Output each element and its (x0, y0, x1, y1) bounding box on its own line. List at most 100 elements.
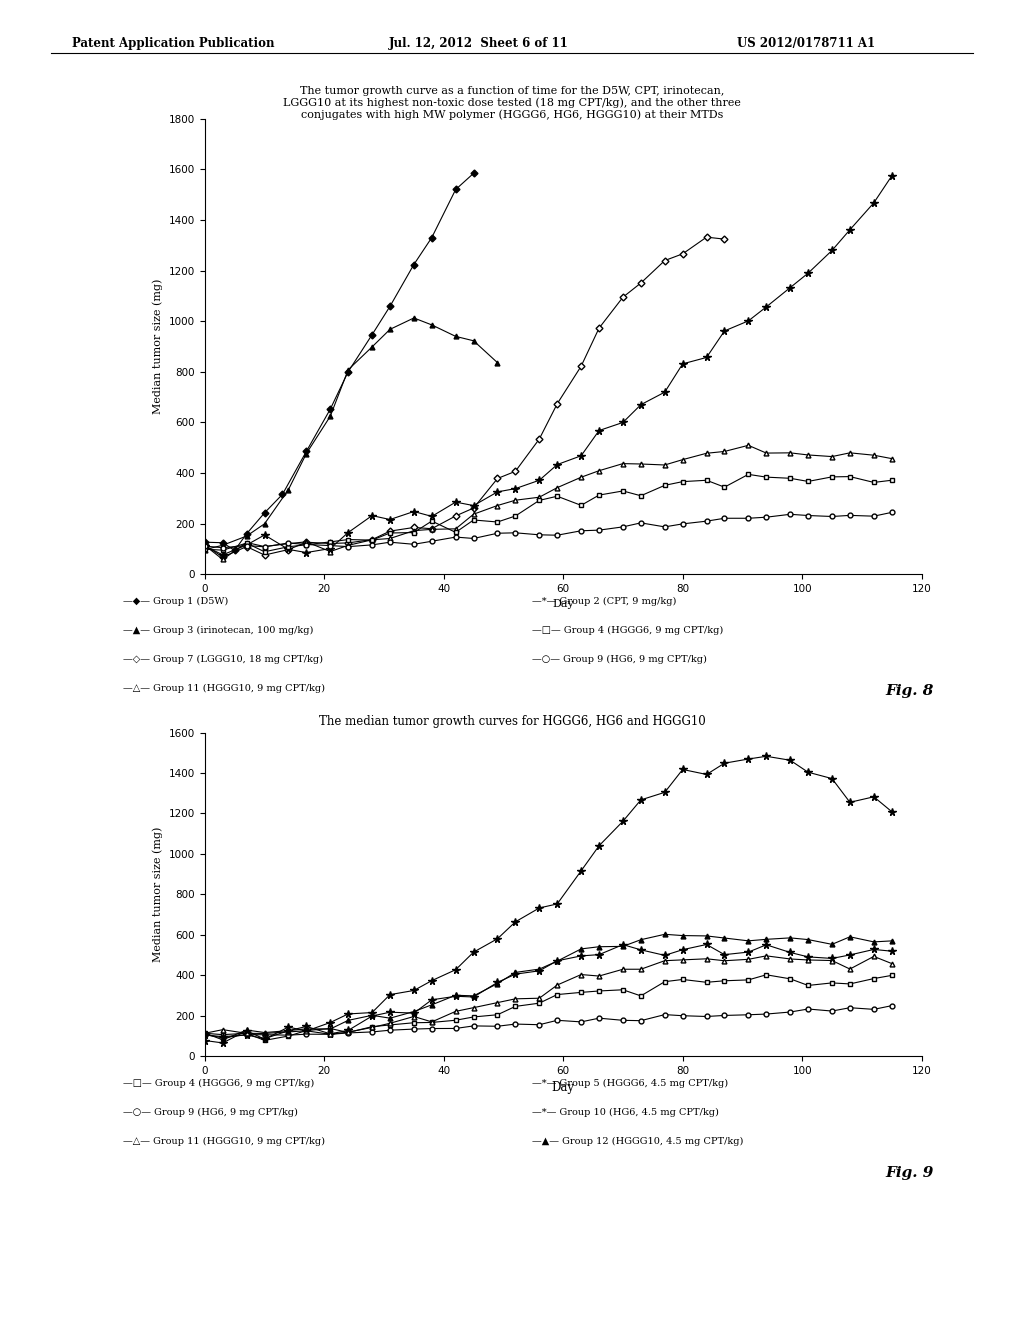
Group 11 (HGGG10, 9 mg CPT/kg) (867, 447, 880, 463)
Group 3 (irinotecan, 100 mg/kg) (300, 446, 312, 462)
Group 3 (irinotecan, 100 mg/kg) (467, 333, 479, 348)
Group 9 (HG6, 9 mg CPT/kg) (300, 537, 312, 553)
Group 4 (HGGG6, 9 mg CPT/kg) (551, 488, 563, 504)
Group 4 (HGGG6, 9 mg CPT/kg) (408, 524, 420, 540)
Group 2 (CPT, 9 mg/kg) (593, 422, 605, 438)
Group 11 (HGGG10, 9 mg CPT/kg) (492, 498, 504, 513)
Text: —*— Group 10 (HG6, 4.5 mg CPT/kg): —*— Group 10 (HG6, 4.5 mg CPT/kg) (532, 1107, 719, 1117)
Text: —◇— Group 7 (LGGG10, 18 mg CPT/kg): —◇— Group 7 (LGGG10, 18 mg CPT/kg) (123, 655, 323, 664)
Group 4 (HGGG6, 9 mg CPT/kg) (283, 539, 295, 554)
Group 2 (CPT, 9 mg/kg) (217, 546, 229, 562)
Group 1 (D5W) (217, 535, 229, 550)
Group 11 (HGGG10, 9 mg CPT/kg) (366, 532, 378, 548)
Group 7 (LGGG10, 18 mg CPT/kg) (384, 523, 396, 539)
Group 9 (HG6, 9 mg CPT/kg) (760, 510, 772, 525)
Group 2 (CPT, 9 mg/kg) (509, 480, 521, 496)
Group 3 (irinotecan, 100 mg/kg) (450, 329, 462, 345)
Group 9 (HG6, 9 mg CPT/kg) (742, 511, 755, 527)
Group 11 (HGGG10, 9 mg CPT/kg) (719, 444, 731, 459)
Group 4 (HGGG6, 9 mg CPT/kg) (867, 474, 880, 490)
Group 9 (HG6, 9 mg CPT/kg) (844, 507, 856, 523)
Group 9 (HG6, 9 mg CPT/kg) (408, 536, 420, 552)
Group 7 (LGGG10, 18 mg CPT/kg) (700, 230, 713, 246)
Group 4 (HGGG6, 9 mg CPT/kg) (593, 487, 605, 503)
Group 11 (HGGG10, 9 mg CPT/kg) (450, 521, 462, 537)
Group 1 (D5W) (450, 182, 462, 198)
Group 9 (HG6, 9 mg CPT/kg) (324, 537, 336, 553)
Group 11 (HGGG10, 9 mg CPT/kg) (217, 552, 229, 568)
Group 11 (HGGG10, 9 mg CPT/kg) (342, 537, 354, 553)
Group 4 (HGGG6, 9 mg CPT/kg) (574, 498, 587, 513)
Group 11 (HGGG10, 9 mg CPT/kg) (408, 523, 420, 539)
Group 2 (CPT, 9 mg/kg) (450, 494, 462, 510)
Group 11 (HGGG10, 9 mg CPT/kg) (658, 457, 671, 473)
Group 7 (LGGG10, 18 mg CPT/kg) (593, 321, 605, 337)
Group 9 (HG6, 9 mg CPT/kg) (593, 523, 605, 539)
X-axis label: Day: Day (552, 1081, 574, 1094)
Group 4 (HGGG6, 9 mg CPT/kg) (886, 473, 898, 488)
Group 1 (D5W) (426, 230, 438, 246)
Group 4 (HGGG6, 9 mg CPT/kg) (825, 469, 838, 484)
Group 7 (LGGG10, 18 mg CPT/kg) (217, 549, 229, 565)
Group 3 (irinotecan, 100 mg/kg) (384, 322, 396, 338)
Group 3 (irinotecan, 100 mg/kg) (217, 537, 229, 553)
Y-axis label: Median tumor size (mg): Median tumor size (mg) (153, 826, 163, 962)
Group 11 (HGGG10, 9 mg CPT/kg) (784, 445, 797, 461)
Text: The median tumor growth curves for HGGG6, HG6 and HGGG10: The median tumor growth curves for HGGG6… (318, 715, 706, 729)
Group 11 (HGGG10, 9 mg CPT/kg) (509, 492, 521, 508)
Group 11 (HGGG10, 9 mg CPT/kg) (635, 457, 647, 473)
Group 7 (LGGG10, 18 mg CPT/kg) (492, 470, 504, 486)
Text: US 2012/0178711 A1: US 2012/0178711 A1 (737, 37, 876, 50)
Group 11 (HGGG10, 9 mg CPT/kg) (844, 445, 856, 461)
Group 7 (LGGG10, 18 mg CPT/kg) (616, 289, 629, 305)
Group 4 (HGGG6, 9 mg CPT/kg) (719, 479, 731, 495)
Group 11 (HGGG10, 9 mg CPT/kg) (551, 479, 563, 495)
Group 2 (CPT, 9 mg/kg) (366, 508, 378, 524)
Group 2 (CPT, 9 mg/kg) (283, 541, 295, 557)
Group 7 (LGGG10, 18 mg CPT/kg) (342, 535, 354, 550)
Group 4 (HGGG6, 9 mg CPT/kg) (384, 525, 396, 541)
Group 2 (CPT, 9 mg/kg) (844, 222, 856, 238)
Group 4 (HGGG6, 9 mg CPT/kg) (258, 544, 270, 560)
Group 4 (HGGG6, 9 mg CPT/kg) (342, 532, 354, 548)
Text: —◆— Group 1 (D5W): —◆— Group 1 (D5W) (123, 597, 228, 606)
Group 9 (HG6, 9 mg CPT/kg) (492, 525, 504, 541)
Group 1 (D5W) (276, 487, 289, 503)
Group 9 (HG6, 9 mg CPT/kg) (241, 537, 253, 553)
Group 11 (HGGG10, 9 mg CPT/kg) (700, 445, 713, 461)
Group 9 (HG6, 9 mg CPT/kg) (450, 529, 462, 545)
Group 9 (HG6, 9 mg CPT/kg) (802, 508, 814, 524)
Group 4 (HGGG6, 9 mg CPT/kg) (802, 474, 814, 490)
Group 7 (LGGG10, 18 mg CPT/kg) (677, 246, 689, 261)
Text: The tumor growth curve as a function of time for the D5W, CPT, irinotecan,
LGGG1: The tumor growth curve as a function of … (283, 86, 741, 120)
Group 4 (HGGG6, 9 mg CPT/kg) (635, 488, 647, 504)
Group 4 (HGGG6, 9 mg CPT/kg) (742, 466, 755, 482)
Group 7 (LGGG10, 18 mg CPT/kg) (450, 508, 462, 524)
Group 2 (CPT, 9 mg/kg) (467, 498, 479, 513)
Group 9 (HG6, 9 mg CPT/kg) (283, 535, 295, 550)
Group 9 (HG6, 9 mg CPT/kg) (700, 513, 713, 529)
Group 2 (CPT, 9 mg/kg) (742, 313, 755, 329)
Text: —*— Group 2 (CPT, 9 mg/kg): —*— Group 2 (CPT, 9 mg/kg) (532, 597, 677, 606)
Group 9 (HG6, 9 mg CPT/kg) (384, 535, 396, 550)
Group 9 (HG6, 9 mg CPT/kg) (825, 508, 838, 524)
Line: Group 4 (HGGG6, 9 mg CPT/kg): Group 4 (HGGG6, 9 mg CPT/kg) (203, 473, 894, 554)
Group 2 (CPT, 9 mg/kg) (700, 350, 713, 366)
Group 7 (LGGG10, 18 mg CPT/kg) (467, 500, 479, 516)
Group 3 (irinotecan, 100 mg/kg) (366, 339, 378, 355)
Group 9 (HG6, 9 mg CPT/kg) (886, 504, 898, 520)
Group 11 (HGGG10, 9 mg CPT/kg) (886, 450, 898, 466)
Group 2 (CPT, 9 mg/kg) (867, 195, 880, 211)
Group 2 (CPT, 9 mg/kg) (574, 447, 587, 463)
Group 3 (irinotecan, 100 mg/kg) (426, 317, 438, 333)
Group 4 (HGGG6, 9 mg CPT/kg) (217, 543, 229, 558)
Text: Jul. 12, 2012  Sheet 6 of 11: Jul. 12, 2012 Sheet 6 of 11 (389, 37, 569, 50)
Group 11 (HGGG10, 9 mg CPT/kg) (802, 447, 814, 463)
Group 11 (HGGG10, 9 mg CPT/kg) (593, 463, 605, 479)
Group 4 (HGGG6, 9 mg CPT/kg) (784, 470, 797, 486)
Text: —□— Group 4 (HGGG6, 9 mg CPT/kg): —□— Group 4 (HGGG6, 9 mg CPT/kg) (532, 626, 724, 635)
Group 9 (HG6, 9 mg CPT/kg) (551, 527, 563, 543)
Group 1 (D5W) (384, 298, 396, 314)
Group 9 (HG6, 9 mg CPT/kg) (574, 523, 587, 539)
Group 4 (HGGG6, 9 mg CPT/kg) (324, 535, 336, 550)
